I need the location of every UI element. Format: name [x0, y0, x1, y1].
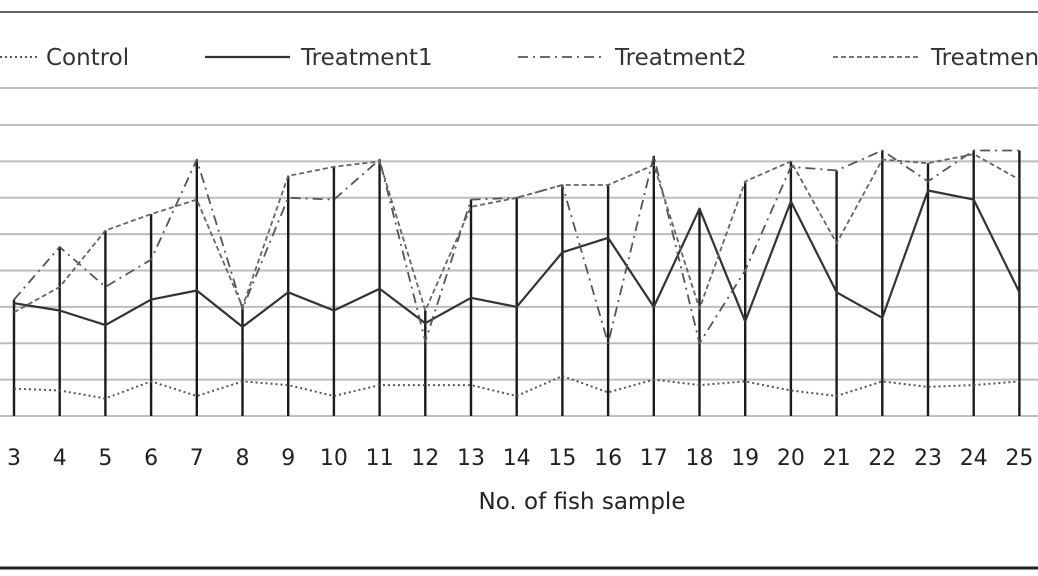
x-tick-label: 11	[366, 446, 394, 471]
x-tick-label: 18	[686, 446, 714, 471]
drop-lines	[12, 150, 1021, 416]
series-lines	[13, 149, 1021, 400]
series-line-control	[13, 375, 1020, 400]
legend-item-treatment3: Treatment3	[833, 45, 1038, 71]
x-tick-label: 20	[777, 446, 805, 471]
series-line-treatment2	[13, 149, 1020, 345]
x-tick-label: 16	[594, 446, 622, 471]
x-tick-label: 15	[548, 446, 576, 471]
legend-label: Treatment3	[930, 45, 1038, 71]
x-tick-label: 17	[640, 446, 668, 471]
x-tick-label: 10	[320, 446, 348, 471]
legend-label: Treatment2	[614, 45, 747, 71]
x-tick-label: 6	[144, 446, 158, 471]
legend-label: Control	[46, 45, 129, 71]
legend-item-treatment2: Treatment2	[518, 45, 747, 71]
x-tick-label: 8	[236, 446, 250, 471]
series-line-treatment1	[13, 189, 1021, 328]
legend: Control Treatment1 Treatment2 Treatment3	[0, 45, 1038, 71]
x-tick-label: 24	[960, 446, 988, 471]
x-tick-label: 3	[7, 446, 21, 471]
x-tick-label: 5	[98, 446, 112, 471]
x-tick-label: 9	[281, 446, 295, 471]
x-tick-label: 23	[914, 446, 942, 471]
series-line-treatment3	[13, 153, 1020, 314]
x-tick-label: 19	[731, 446, 759, 471]
legend-label: Treatment1	[300, 45, 433, 71]
x-tick-label: 13	[457, 446, 485, 471]
x-tick-label: 12	[411, 446, 439, 471]
legend-item-control: Control	[0, 45, 129, 71]
x-axis-title: No. of fish sample	[479, 489, 686, 515]
legend-item-treatment1: Treatment1	[205, 45, 433, 71]
x-tick-label: 4	[53, 446, 67, 471]
x-tick-label: 7	[190, 446, 204, 471]
gridlines	[0, 87, 1038, 417]
x-tick-label: 14	[503, 446, 531, 471]
x-tick-label: 21	[823, 446, 851, 471]
x-tick-labels: 3 4 5 6 7 8 9 10 11 12 13 14 15 16 17 18 19 20 21 22 23 24 25	[7, 446, 1033, 471]
x-tick-label: 22	[868, 446, 896, 471]
x-tick-label: 25	[1005, 446, 1033, 471]
